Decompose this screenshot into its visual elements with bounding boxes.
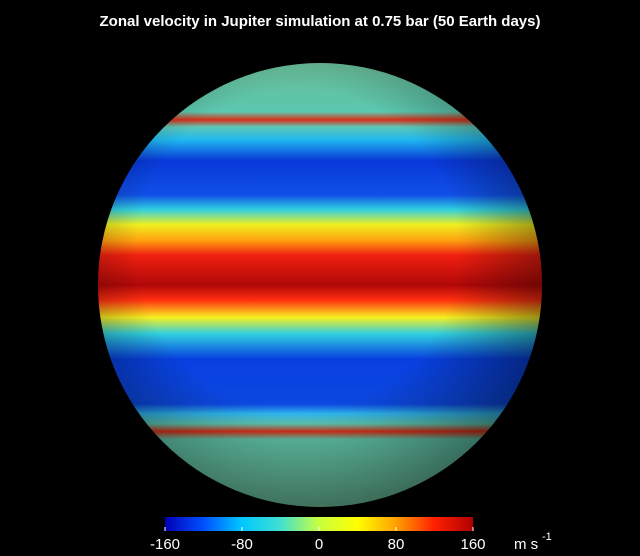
colorbar-axis: -160 -80 0 80 160 m s -1 <box>150 527 552 553</box>
tick-label: -80 <box>231 536 253 553</box>
tick-label: 80 <box>388 536 405 553</box>
tick-label: -160 <box>150 536 180 553</box>
unit-label: m s <box>514 536 538 553</box>
title: Zonal velocity in Jupiter simulation at … <box>100 13 541 30</box>
tick-label: 0 <box>315 536 323 553</box>
tick-label: 160 <box>460 536 485 553</box>
unit-exponent: -1 <box>542 531 552 543</box>
planet-shading <box>98 63 542 507</box>
